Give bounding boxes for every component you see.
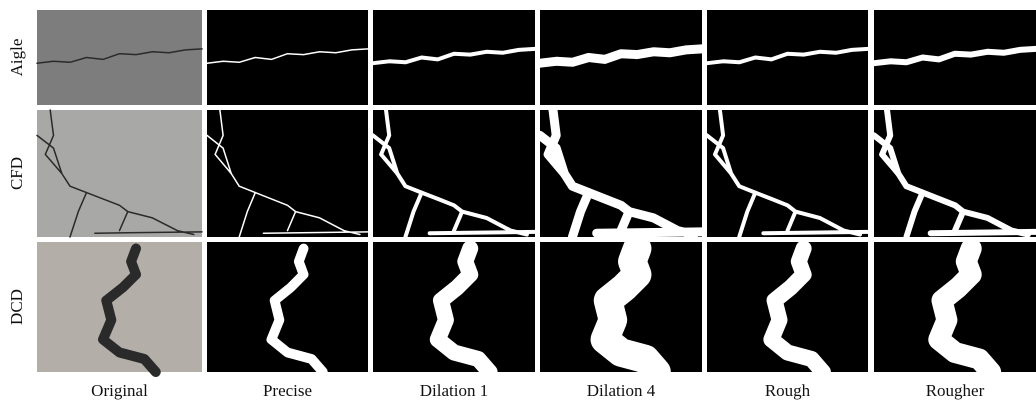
crack	[214, 109, 361, 236]
crack	[118, 210, 129, 232]
crack	[879, 107, 1031, 238]
column-label: Dilation 1	[420, 381, 488, 400]
crack	[616, 207, 634, 236]
crack	[927, 228, 1036, 237]
crack	[543, 105, 699, 239]
crack	[452, 209, 465, 233]
column-label: Original	[91, 381, 148, 400]
crack	[36, 48, 203, 64]
crack	[737, 190, 758, 239]
crack	[371, 133, 400, 176]
crack	[262, 231, 369, 234]
crack	[871, 132, 902, 177]
column-label: Rough	[765, 381, 811, 400]
crack	[266, 243, 328, 377]
row-label: Aigle	[7, 39, 26, 77]
image-panel	[373, 110, 535, 237]
row-label: DCD	[7, 289, 26, 325]
crack	[535, 130, 569, 178]
crack	[928, 238, 1002, 383]
crack	[206, 48, 369, 64]
crack	[763, 240, 831, 380]
crack	[903, 189, 926, 240]
crack	[403, 190, 424, 239]
crack	[429, 240, 498, 380]
image-panel	[373, 10, 535, 105]
image-panel	[207, 110, 368, 237]
image-panel	[37, 110, 202, 237]
row-label: CFD	[7, 157, 26, 190]
image-panel	[37, 10, 202, 105]
crack	[567, 188, 594, 242]
crack	[69, 191, 88, 238]
crack	[379, 108, 529, 237]
crack	[44, 109, 195, 236]
crack	[590, 234, 671, 387]
column-label: Precise	[263, 381, 312, 400]
column-label: Rougher	[926, 381, 985, 400]
crack	[94, 231, 203, 234]
crack	[705, 46, 870, 66]
image-panel	[707, 110, 868, 237]
crack	[713, 108, 862, 237]
crack	[952, 208, 967, 234]
image-panel	[207, 10, 368, 105]
crack	[286, 210, 297, 232]
crack	[206, 134, 232, 175]
crack	[761, 229, 870, 236]
crack	[785, 209, 798, 233]
crack	[592, 227, 707, 238]
crack	[535, 44, 707, 68]
crack	[98, 243, 161, 377]
crack	[36, 134, 63, 175]
crack	[427, 229, 537, 236]
crack	[705, 133, 734, 176]
column-label: Dilation 4	[587, 381, 656, 400]
crack	[238, 191, 257, 238]
image-panel	[874, 10, 1036, 105]
crack	[871, 45, 1036, 67]
crack	[371, 46, 537, 66]
image-panel	[707, 10, 868, 105]
